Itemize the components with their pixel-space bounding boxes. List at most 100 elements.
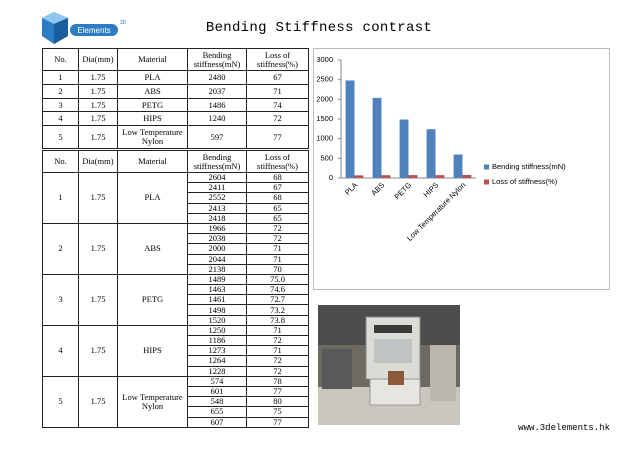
- bar: [354, 175, 364, 178]
- header-cell: Dia(mm): [78, 48, 118, 71]
- table-cell: 72.7: [246, 294, 309, 306]
- group-no: 2: [42, 222, 79, 275]
- table-row: 4 1.75 HIPS 1250 71: [42, 324, 309, 377]
- table-cell: 607: [187, 416, 247, 428]
- table-cell: 1498: [187, 304, 247, 316]
- logo-cube-side: [54, 18, 68, 44]
- bar: [426, 129, 436, 178]
- header-cell: Dia(mm): [78, 150, 118, 173]
- table-cell: 1463: [187, 284, 247, 296]
- table-cell: 2037: [187, 84, 247, 99]
- group-material: ABS: [117, 222, 188, 275]
- table-cell: 77: [246, 125, 309, 149]
- header-cell: Loss of stiffness(%): [246, 48, 309, 71]
- table-cell: 2000: [187, 243, 247, 255]
- group-dia: 1.75: [78, 324, 118, 377]
- table-cell: 1489: [187, 273, 247, 286]
- table-cell: 574: [187, 375, 247, 387]
- header-cell: Bending stiffness(mN): [187, 150, 247, 173]
- group-dia: 1.75: [78, 172, 118, 224]
- table-cell: 73.8: [246, 314, 309, 326]
- group-no: 5: [42, 375, 79, 428]
- footer-url: www.3delements.hk: [518, 423, 610, 433]
- table-cell: 1250: [187, 324, 247, 337]
- table-cell: 67: [246, 70, 309, 85]
- table-cell: 77: [246, 385, 309, 398]
- table-row: 2 1.75 ABS 2037 71: [42, 84, 309, 99]
- table-cell: 655: [187, 406, 247, 418]
- photo-panel: [374, 339, 412, 363]
- y-tick-label: 0: [329, 173, 333, 182]
- legend-swatch: [484, 164, 489, 170]
- table-cell: 78: [246, 375, 309, 387]
- table-cell: 75.0: [246, 273, 309, 286]
- group-material: HIPS: [117, 324, 188, 377]
- table-row: 2 1.75 ABS 1966 72: [42, 222, 309, 275]
- y-tick-label: 2000: [316, 94, 333, 103]
- table-row: 4 1.75 HIPS 1240 72: [42, 111, 309, 126]
- table-cell: PLA: [117, 70, 188, 85]
- table-cell: 65: [246, 202, 309, 214]
- table-cell: ABS: [117, 84, 188, 99]
- table-cell: 2413: [187, 202, 247, 214]
- header-cell: Loss of stiffness(%): [246, 150, 309, 173]
- y-tick-label: 500: [320, 153, 333, 162]
- logo-badge: [70, 24, 118, 36]
- table-cell: 5: [42, 125, 79, 149]
- table-cell: 1966: [187, 222, 247, 235]
- table-row: 3 1.75 PETG 1489 75.0: [42, 273, 309, 326]
- table-cell: 2138: [187, 263, 247, 275]
- table-cell: 68: [246, 192, 309, 204]
- table-cell: 2038: [187, 233, 247, 245]
- group-no: 1: [42, 172, 79, 224]
- table-cell: 548: [187, 396, 247, 408]
- y-tick-label: 1500: [316, 114, 333, 123]
- table-cell: 74.6: [246, 284, 309, 296]
- legend-label: Bending stiffness(mN): [492, 162, 566, 171]
- group-dia: 1.75: [78, 273, 118, 326]
- photo-screen: [374, 325, 412, 333]
- logo: Elements 3D: [42, 12, 127, 44]
- photo-object: [430, 345, 456, 401]
- table-cell: 75: [246, 406, 309, 418]
- bar: [345, 80, 355, 178]
- table-cell: 77: [246, 416, 309, 428]
- table-cell: 1.75: [78, 70, 118, 85]
- bar: [372, 97, 382, 178]
- table-cell: PETG: [117, 98, 188, 112]
- table-cell: 71: [246, 324, 309, 337]
- header-cell: Bending stiffness(mN): [187, 48, 247, 71]
- bar: [381, 175, 391, 178]
- detail-table: No. Dia(mm) Material Bending stiffness(mN) L…: [42, 150, 309, 428]
- table-row: 5 1.75 Low Temperature Nylon 597 77: [42, 125, 309, 149]
- table-cell: 1461: [187, 294, 247, 306]
- table-cell: 2411: [187, 182, 247, 194]
- table-cell: 2418: [187, 212, 247, 224]
- table-cell: 1.75: [78, 84, 118, 99]
- header-cell: No.: [42, 48, 79, 71]
- group-material: Low Temperature Nylon: [117, 375, 188, 428]
- table-cell: 71: [246, 84, 309, 99]
- header-cell: Material: [117, 150, 188, 173]
- table-cell: 71: [246, 345, 309, 357]
- table-cell: 1186: [187, 334, 247, 347]
- bar: [453, 154, 463, 178]
- group-dia: 1.75: [78, 375, 118, 428]
- logo-text: Elements: [77, 26, 110, 35]
- table-cell: 70: [246, 263, 309, 275]
- table-cell: 68: [246, 171, 309, 184]
- table-row: 5 1.75 Low Temperature Nylon 574 78: [42, 375, 309, 428]
- bar: [408, 175, 418, 178]
- table-cell: 72: [246, 355, 309, 367]
- table-row: 1 1.75 PLA 2604 68: [42, 171, 309, 224]
- table-cell: 4: [42, 111, 79, 126]
- photo-sample: [388, 371, 404, 385]
- group-no: 3: [42, 273, 79, 326]
- table-row: 607 77: [43, 416, 309, 428]
- table-cell: 1.75: [78, 125, 118, 149]
- table-cell: 2: [42, 84, 79, 99]
- table-cell: 71: [246, 253, 309, 265]
- table-cell: 2044: [187, 253, 247, 265]
